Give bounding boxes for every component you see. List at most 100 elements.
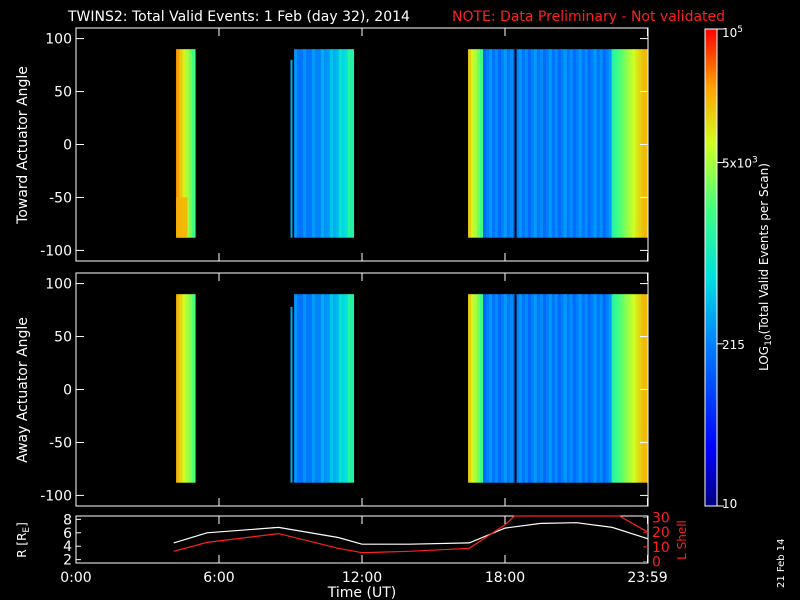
heatmap-column bbox=[578, 294, 583, 483]
heatmap-column bbox=[483, 294, 487, 483]
heatmap-column bbox=[182, 49, 187, 238]
heatmap-column bbox=[545, 49, 550, 238]
heatmap-column bbox=[563, 294, 568, 483]
heatmap-column bbox=[332, 294, 337, 483]
heatmap-column bbox=[188, 294, 193, 483]
heatmap-column bbox=[509, 49, 514, 238]
colorbar-frame bbox=[704, 28, 718, 507]
heatmap-column bbox=[491, 49, 496, 238]
heatmap-column bbox=[599, 49, 604, 238]
heatmap-column bbox=[518, 294, 523, 483]
orbit-ytick-label-left: 8 bbox=[63, 512, 72, 528]
heatmap-column bbox=[542, 49, 547, 238]
heatmap-column bbox=[518, 49, 523, 238]
ytick-label: 100 bbox=[45, 277, 72, 293]
toward-block-2 bbox=[468, 49, 648, 238]
heatmap-column bbox=[191, 294, 196, 483]
heatmap-column bbox=[308, 49, 313, 238]
heatmap-column bbox=[338, 49, 343, 238]
heatmap-column bbox=[587, 294, 592, 483]
heatmap-column bbox=[347, 294, 352, 483]
colorbar-tick-label: 5x103 bbox=[722, 156, 758, 171]
heatmap-column bbox=[326, 49, 331, 238]
heatmap-column bbox=[477, 49, 481, 238]
heatmap-column bbox=[329, 294, 334, 483]
heatmap-column bbox=[486, 49, 490, 238]
heatmap-column bbox=[474, 294, 478, 483]
heatmap-column bbox=[300, 294, 304, 483]
heatmap-column bbox=[179, 294, 183, 483]
heatmap-column bbox=[506, 49, 511, 238]
xtick-label: 12:00 bbox=[342, 570, 382, 586]
toward-block-1 bbox=[294, 49, 355, 238]
ytick-label: 0 bbox=[63, 138, 72, 154]
heatmap-column bbox=[506, 294, 511, 483]
ytick-label: -100 bbox=[40, 243, 72, 259]
heatmap-column bbox=[335, 294, 340, 483]
heatmap-column bbox=[297, 294, 301, 483]
heatmap-column bbox=[294, 49, 298, 238]
heatmap-column bbox=[551, 49, 556, 238]
heatmap-column bbox=[311, 49, 316, 238]
heatmap-column bbox=[629, 49, 633, 238]
heatmap-column bbox=[536, 49, 541, 238]
x-axis-label: Time (UT) bbox=[327, 585, 396, 600]
heatmap-column bbox=[323, 294, 328, 483]
heatmap-column bbox=[632, 49, 636, 238]
heatmap-column bbox=[608, 294, 613, 483]
heatmap-column bbox=[305, 294, 310, 483]
heatmap-column bbox=[474, 49, 478, 238]
xtick-label: 18:00 bbox=[485, 570, 525, 586]
heatmap-column bbox=[503, 294, 508, 483]
heatmap-column bbox=[314, 49, 319, 238]
heatmap-column bbox=[590, 294, 595, 483]
date-stamp: 21 Feb 14 bbox=[776, 538, 787, 588]
colorbar-tick-label: 215 bbox=[722, 338, 745, 352]
heatmap-column bbox=[344, 294, 349, 483]
heatmap-column bbox=[599, 294, 604, 483]
heatmap-column bbox=[521, 294, 526, 483]
heatmap-column bbox=[617, 49, 621, 238]
colorbar-label-sub: 10 bbox=[764, 334, 774, 346]
heatmap-column bbox=[638, 294, 642, 483]
orbit-ytick-label-right: 0 bbox=[652, 555, 661, 571]
heatmap-column bbox=[614, 294, 619, 483]
heatmap-column bbox=[584, 49, 589, 238]
heatmap-column bbox=[515, 294, 520, 483]
heatmap-column bbox=[191, 49, 196, 238]
heatmap-column bbox=[539, 49, 544, 238]
away-heatmap bbox=[176, 294, 648, 483]
heatmap-column bbox=[297, 49, 301, 238]
heatmap-column bbox=[638, 49, 642, 238]
toward-ylabel: Toward Actuator Angle bbox=[15, 66, 31, 225]
title-main: TWINS2: Total Valid Events: 1 Feb (day 3… bbox=[67, 9, 410, 25]
heatmap-column bbox=[578, 49, 583, 238]
heatmap-column bbox=[335, 49, 340, 238]
heatmap-column bbox=[317, 294, 322, 483]
heatmap-column bbox=[644, 49, 648, 238]
heatmap-column bbox=[491, 294, 496, 483]
heatmap-column bbox=[494, 49, 499, 238]
heatmap-column bbox=[623, 49, 627, 238]
heatmap-column bbox=[569, 294, 574, 483]
heatmap-column bbox=[303, 49, 307, 238]
heatmap-column bbox=[320, 294, 325, 483]
heatmap-column bbox=[629, 294, 633, 483]
heatmap-column bbox=[527, 49, 532, 238]
away-block-2 bbox=[468, 294, 648, 483]
heatmap-column bbox=[530, 49, 535, 238]
heatmap-column bbox=[533, 294, 538, 483]
heatmap-column bbox=[560, 294, 565, 483]
heatmap-column bbox=[323, 49, 328, 238]
xtick-label: 6:00 bbox=[203, 570, 234, 586]
heatmap-column bbox=[341, 49, 346, 238]
heatmap-spike bbox=[290, 306, 293, 483]
heatmap-column bbox=[477, 294, 481, 483]
heatmap-column bbox=[635, 49, 639, 238]
heatmap-column bbox=[593, 294, 598, 483]
heatmap-column bbox=[483, 49, 487, 238]
heatmap-column bbox=[503, 49, 508, 238]
orbit-line-L bbox=[173, 515, 649, 554]
